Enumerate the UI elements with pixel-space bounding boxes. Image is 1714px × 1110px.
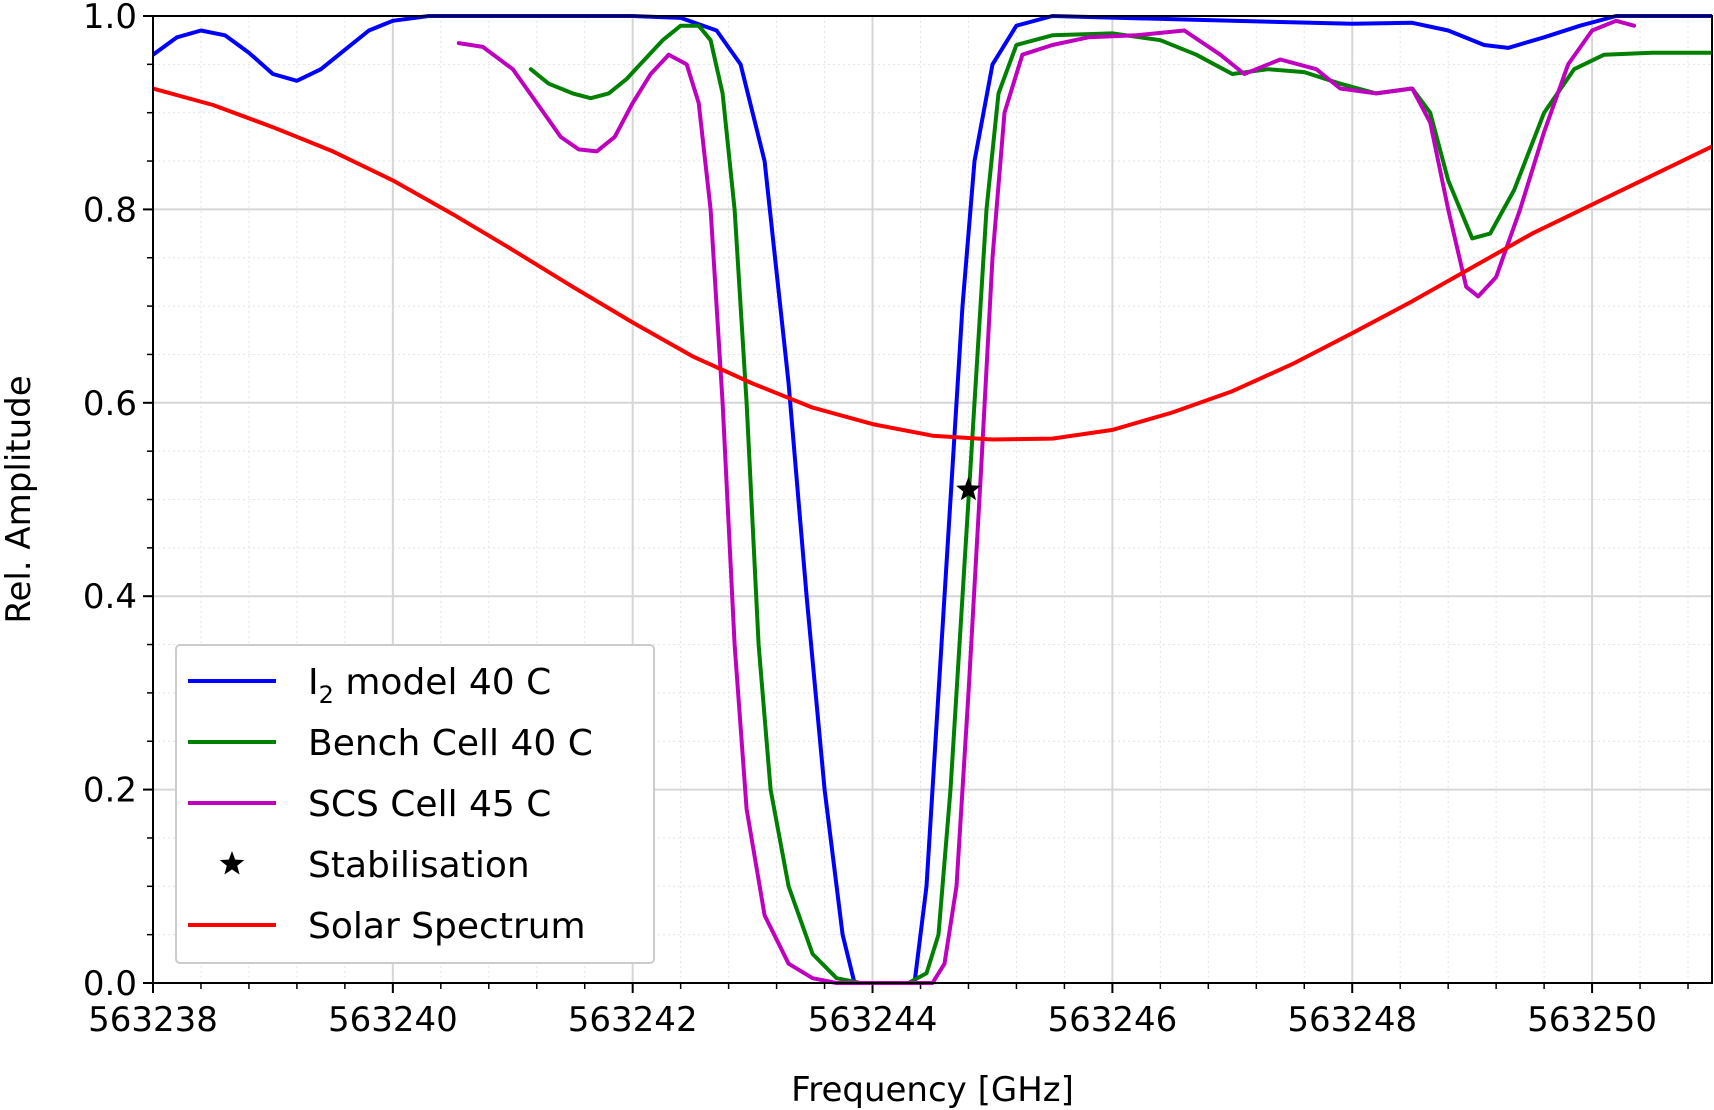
y-tick-label: 0.2 [83,771,137,811]
y-tick-label: 1.0 [83,0,137,37]
tick-labels: 563238 563240 563242 563244 563246 563248 5632… [83,0,1657,1040]
x-tick-label: 563240 [328,1000,458,1040]
series-line-1 [153,14,1712,985]
legend-label: Bench Cell 40 C [308,723,593,764]
legend-box [175,644,655,964]
y-tick-label: 0.8 [83,190,137,230]
stabilisation-marker [956,476,981,501]
series-line-4 [153,86,1712,442]
legend-star-icon [219,851,245,875]
legend: I2 model 40 C Bench Cell 40 C SCS Cell 45 … [175,644,655,964]
legend-label: Solar Spectrum [308,906,586,947]
x-tick-label: 563250 [1527,1000,1657,1040]
x-tick-label: 563248 [1287,1000,1417,1040]
legend-label: SCS Cell 45 C [308,784,551,825]
series-line-2 [528,23,1712,985]
x-tick-label: 563238 [88,1000,218,1040]
x-tick-label: 563242 [568,1000,698,1040]
x-axis-label: Frequency [GHz] [791,1070,1074,1110]
legend-label: Stabilisation [308,845,530,886]
series-line-3 [456,18,1636,985]
legend-label: I2 model 40 C [308,662,551,709]
y-axis-label: Rel. Amplitude [0,375,39,623]
y-tick-label: 0.6 [83,384,137,424]
ticks-layer [143,15,1689,993]
marker-layer [956,476,981,501]
x-tick-label: 563246 [1047,1000,1177,1040]
y-tick-label: 0.4 [83,577,137,617]
series-layer [153,14,1712,985]
y-tick-label: 0.0 [83,964,137,1004]
x-tick-label: 563244 [808,1000,938,1040]
